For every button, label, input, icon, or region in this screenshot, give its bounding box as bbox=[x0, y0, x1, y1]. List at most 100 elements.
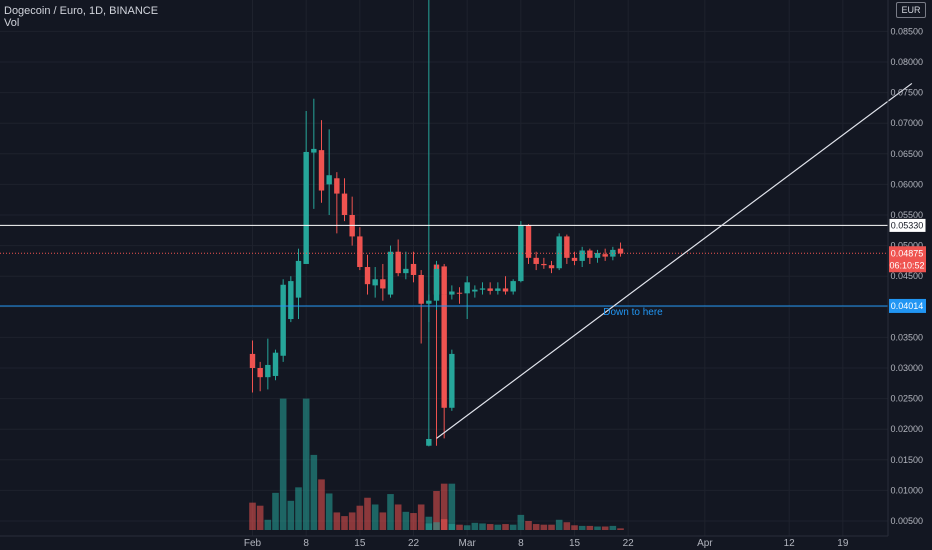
countdown-label: 06:10:52 bbox=[889, 260, 924, 270]
volume-bar bbox=[295, 487, 302, 530]
candle-body bbox=[288, 281, 294, 320]
price-tick-label: 0.01000 bbox=[890, 485, 923, 495]
price-tick-label: 0.05500 bbox=[890, 210, 923, 220]
time-tick-label: 22 bbox=[623, 538, 635, 549]
volume-bar bbox=[448, 524, 456, 530]
candle-body bbox=[587, 250, 593, 258]
candle-body bbox=[303, 151, 309, 264]
time-tick-label: 15 bbox=[569, 538, 581, 549]
candle-body bbox=[502, 288, 509, 292]
volume-bar bbox=[525, 521, 532, 530]
volume-bar bbox=[463, 525, 471, 530]
price-tick-label: 0.02000 bbox=[890, 424, 923, 434]
price-tick-label: 0.08000 bbox=[890, 57, 923, 67]
candle-body bbox=[441, 294, 447, 408]
price-tick-label: 0.07000 bbox=[890, 118, 923, 128]
volume-bar bbox=[325, 493, 333, 530]
volume-bar bbox=[318, 479, 325, 530]
volume-bar bbox=[272, 492, 279, 530]
volume-bar bbox=[509, 524, 517, 530]
candle-body bbox=[326, 175, 332, 185]
price-markers: 0.05330 0.04875 06:10:52 0.04014 bbox=[888, 217, 927, 313]
candle-body bbox=[518, 225, 524, 282]
candle-body bbox=[341, 193, 348, 215]
volume-bar bbox=[502, 524, 509, 530]
candle-body bbox=[464, 282, 470, 294]
volume-bar bbox=[371, 504, 379, 530]
time-tick-label: 19 bbox=[837, 538, 849, 549]
volume-bar bbox=[287, 500, 295, 530]
volume-bar bbox=[601, 526, 609, 530]
candle-body bbox=[510, 281, 516, 292]
volume-bar bbox=[310, 454, 318, 530]
volume-bar bbox=[440, 483, 448, 530]
candle-body bbox=[449, 291, 455, 295]
candle-body bbox=[280, 284, 286, 356]
candle-body bbox=[571, 257, 578, 261]
volume-bar bbox=[448, 483, 456, 530]
volume-bar bbox=[433, 491, 440, 530]
time-tick-label: 12 bbox=[784, 538, 796, 549]
candle-body bbox=[579, 250, 585, 261]
volume-bar bbox=[609, 525, 617, 530]
candle-body bbox=[257, 368, 263, 378]
time-tick-label: 15 bbox=[354, 538, 366, 549]
volume-bar bbox=[563, 522, 571, 530]
price-tick-label: 0.01500 bbox=[890, 455, 923, 465]
price-tick-label: 0.05000 bbox=[890, 241, 923, 251]
last-price-label: 0.04875 bbox=[891, 248, 924, 258]
candle-body bbox=[564, 236, 570, 258]
time-tick-label: Feb bbox=[244, 538, 262, 549]
volume-bar bbox=[571, 525, 578, 530]
candle-body bbox=[495, 288, 501, 291]
candle-body bbox=[456, 292, 463, 294]
volume-bar bbox=[486, 524, 494, 530]
volume-bar bbox=[379, 512, 387, 530]
price-tick-label: 0.03500 bbox=[890, 332, 923, 342]
volume-bar bbox=[417, 504, 425, 530]
support-price-tag bbox=[889, 298, 926, 313]
volume-bar bbox=[471, 522, 479, 530]
candle-body bbox=[380, 279, 386, 289]
price-tick-label: 0.02500 bbox=[890, 394, 923, 404]
currency-badge[interactable]: EUR bbox=[896, 2, 926, 18]
volume-bar bbox=[440, 519, 448, 530]
time-tick-label: Apr bbox=[697, 538, 713, 549]
volume-bar bbox=[356, 505, 364, 530]
time-axis[interactable]: Feb 8 15 22 Mar 8 15 22 Apr 12 19 bbox=[0, 535, 888, 549]
volume-bar bbox=[279, 398, 287, 530]
price-axis[interactable]: 0.00500 0.01000 0.01500 0.02000 0.02500 0.030… bbox=[887, 0, 923, 536]
time-tick-label: 22 bbox=[408, 538, 420, 549]
price-tick-label: 0.03000 bbox=[890, 363, 923, 373]
time-tick-label: 8 bbox=[303, 538, 309, 549]
candle-body bbox=[472, 289, 478, 292]
candle-body bbox=[395, 251, 401, 274]
candle-body bbox=[548, 265, 555, 269]
volume-bar bbox=[594, 526, 601, 530]
volume-bar bbox=[364, 497, 371, 530]
volume-bar bbox=[348, 512, 356, 530]
candle-body bbox=[426, 438, 432, 446]
trendline bbox=[436, 82, 913, 439]
candle-body bbox=[617, 248, 624, 254]
volume-bar bbox=[341, 516, 348, 530]
volume-bar bbox=[249, 502, 256, 530]
volume-bar bbox=[402, 511, 410, 530]
volume-label[interactable]: Vol bbox=[4, 17, 20, 29]
volume-bar bbox=[548, 524, 555, 530]
candle-body bbox=[387, 251, 394, 295]
volume-bar bbox=[433, 522, 440, 530]
volume-bar bbox=[586, 525, 594, 530]
candle-body bbox=[295, 260, 302, 298]
candle-body bbox=[525, 225, 532, 258]
candle-body bbox=[479, 288, 486, 290]
symbol-title[interactable]: Dogecoin / Euro, 1D, BINANCE bbox=[4, 5, 159, 17]
volume-bar bbox=[387, 494, 394, 530]
candle-body bbox=[441, 266, 447, 295]
price-tick-label: 0.06500 bbox=[890, 149, 923, 159]
candle-body bbox=[418, 274, 424, 304]
resistance-price-label: 0.05330 bbox=[891, 220, 924, 230]
grid bbox=[0, 0, 888, 536]
